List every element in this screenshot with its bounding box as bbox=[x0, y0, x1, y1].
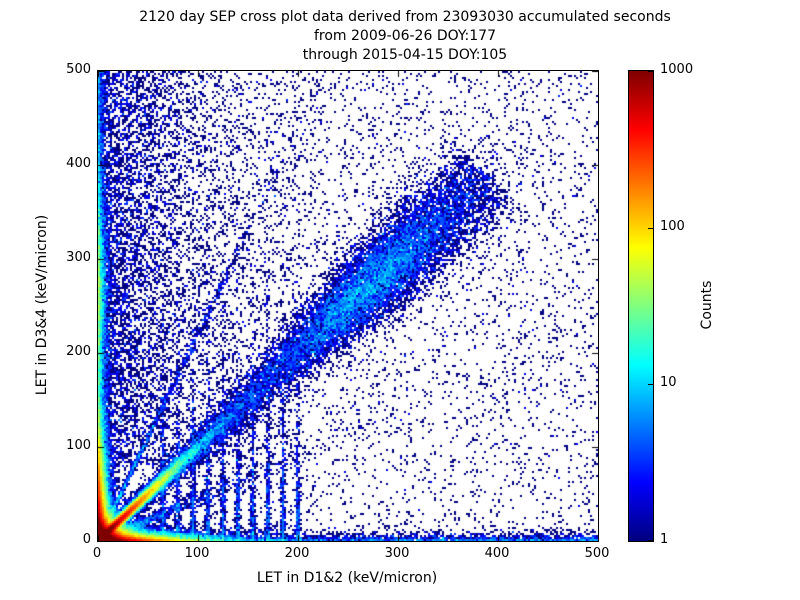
x-tick-label: 100 bbox=[184, 546, 210, 561]
x-axis-label: LET in D1&2 (keV/micron) bbox=[256, 570, 438, 586]
title-line-1: 2120 day SEP cross plot data derived fro… bbox=[139, 9, 671, 25]
title-line-3: through 2015-04-15 DOY:105 bbox=[302, 47, 508, 63]
y-tick-label: 300 bbox=[66, 250, 91, 265]
y-axis-label: LET in D3&4 (keV/micron) bbox=[34, 214, 50, 396]
y-tick-label: 400 bbox=[66, 156, 91, 171]
y-tick-label: 200 bbox=[66, 344, 91, 359]
scatter-density-canvas bbox=[98, 71, 598, 541]
colorbar-tick-mark bbox=[648, 540, 653, 541]
colorbar-tick-mark bbox=[648, 71, 653, 72]
colorbar-tick-label: 1 bbox=[660, 532, 669, 547]
plot-area bbox=[97, 70, 599, 542]
colorbar-tick-mark bbox=[648, 228, 653, 229]
x-tick-label: 500 bbox=[584, 546, 610, 561]
y-tick-label: 500 bbox=[66, 62, 91, 77]
x-tick-label: 200 bbox=[284, 546, 310, 561]
colorbar-label: Counts bbox=[699, 280, 715, 330]
title-line-2: from 2009-06-26 DOY:177 bbox=[313, 28, 496, 44]
x-tick-label: 300 bbox=[384, 546, 410, 561]
colorbar bbox=[628, 70, 654, 542]
x-tick-label: 400 bbox=[484, 546, 510, 561]
colorbar-tick-label: 10 bbox=[660, 375, 677, 391]
y-tick-label: 100 bbox=[66, 438, 91, 453]
colorbar-tick-label: 100 bbox=[660, 218, 685, 234]
colorbar-tick-mark bbox=[648, 384, 653, 385]
colorbar-tick-label: 1000 bbox=[660, 62, 694, 77]
chart-title: 2120 day SEP cross plot data derived fro… bbox=[10, 8, 800, 65]
y-tick-label: 0 bbox=[82, 532, 91, 547]
x-tick-label: 0 bbox=[92, 546, 102, 561]
